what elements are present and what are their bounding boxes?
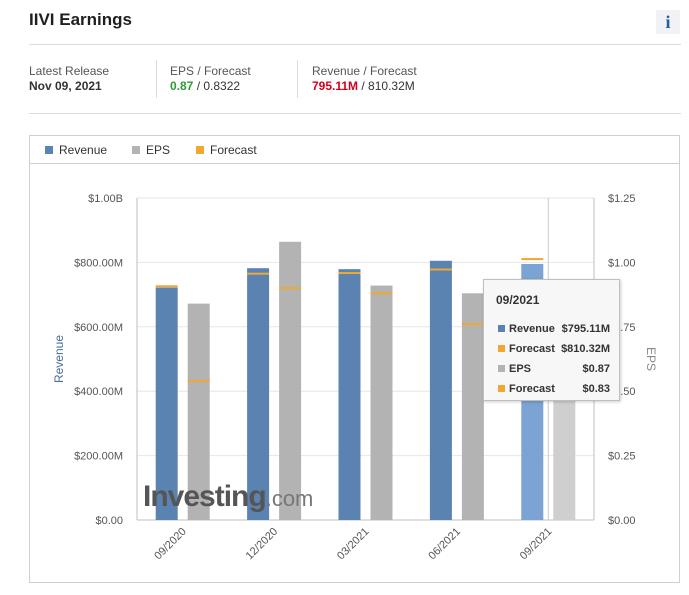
eps-bar <box>279 241 302 521</box>
revenue-label: Revenue / Forecast <box>312 64 417 78</box>
y-tick-label: $600.00M <box>74 322 123 334</box>
tooltip-title: 09/2021 <box>496 293 540 307</box>
revenue-actual: 795.11M <box>312 79 359 93</box>
stat-divider <box>156 60 157 98</box>
y-tick-label: $800.00M <box>74 257 123 269</box>
revenue-bar <box>247 268 270 520</box>
tooltip-swatch <box>498 385 505 392</box>
eps-forecast: / 0.8322 <box>193 79 241 93</box>
stat-divider <box>297 60 298 98</box>
revenue-forecast-marker <box>247 272 270 275</box>
latest-release-stat: Latest Release Nov 09, 2021 <box>29 64 109 93</box>
legend-swatch-eps <box>132 146 140 154</box>
y-tick-label: $200.00M <box>74 451 123 463</box>
x-tick-label: 06/2021 <box>426 526 463 563</box>
x-tick-label: 09/2021 <box>518 526 555 563</box>
revenue-bar <box>338 269 361 520</box>
y-tick-label: $1.00B <box>88 193 123 205</box>
tooltip-swatch <box>498 345 505 352</box>
eps-label: EPS / Forecast <box>170 64 251 78</box>
tooltip-row-value: $810.32M <box>561 343 610 355</box>
tooltip-row-label: Forecast <box>509 383 555 395</box>
tooltip-row-value: $0.83 <box>582 383 610 395</box>
eps-forecast-marker <box>461 323 484 326</box>
legend-label-revenue: Revenue <box>59 143 108 157</box>
watermark-suffix: .com <box>265 486 314 511</box>
revenue-forecast-marker <box>155 285 178 288</box>
latest-release-label: Latest Release <box>29 64 110 78</box>
revenue-values: 795.11M / 810.32M <box>312 79 417 93</box>
y-tick-label: $0.00 <box>95 515 123 527</box>
revenue-forecast-marker <box>338 272 361 275</box>
x-tick-label: 09/2020 <box>152 526 189 563</box>
x-tick-label: 12/2020 <box>244 526 281 563</box>
page-title: IIVI Earnings <box>29 10 132 29</box>
legend-item-eps[interactable]: EPS <box>132 143 170 157</box>
tooltip-row-value: $0.87 <box>582 363 610 375</box>
legend-label-eps: EPS <box>146 143 171 157</box>
revenue-stat: Revenue / Forecast 795.11M / 810.32M <box>312 64 417 93</box>
watermark-brand: Investing <box>143 480 267 513</box>
legend-swatch-revenue <box>45 146 53 154</box>
eps-forecast-marker <box>370 292 393 295</box>
eps-bar <box>187 303 210 520</box>
y2-tick-label: $1.00 <box>608 257 636 269</box>
revenue-forecast: / 810.32M <box>358 79 415 93</box>
tooltip-row-value: $795.11M <box>561 323 610 335</box>
tooltip-row: Revenue $795.11M <box>498 323 610 335</box>
eps-forecast-marker <box>187 379 210 382</box>
tooltip-row-label: EPS <box>509 363 532 375</box>
revenue-bar <box>429 260 452 520</box>
eps-stat: EPS / Forecast 0.87 / 0.8322 <box>170 64 251 93</box>
legend-item-revenue[interactable]: Revenue <box>45 143 107 157</box>
tooltip-row: Forecast $0.83 <box>498 383 610 395</box>
tooltip-swatch <box>498 325 505 332</box>
chart-tooltip: 09/2021 Revenue $795.11M Forecast $810.3… <box>483 279 620 401</box>
y-axis-title: Revenue <box>52 335 66 383</box>
info-icon[interactable]: i <box>656 10 680 34</box>
legend-swatch-forecast <box>196 146 204 154</box>
latest-release-value: Nov 09, 2021 <box>29 79 102 93</box>
chart-legend: Revenue EPS Forecast <box>30 136 679 164</box>
eps-bar <box>461 293 484 520</box>
investing-watermark: Investing.com <box>143 480 313 514</box>
eps-values: 0.87 / 0.8322 <box>170 79 251 93</box>
tooltip-row-label: Forecast <box>509 343 555 355</box>
revenue-forecast-marker <box>429 268 452 271</box>
x-tick-label: 03/2021 <box>335 526 372 563</box>
revenue-forecast-marker <box>521 258 544 261</box>
eps-actual: 0.87 <box>170 79 194 93</box>
legend-item-forecast[interactable]: Forecast <box>196 143 257 157</box>
y-tick-label: $400.00M <box>74 386 123 398</box>
chart-container: Revenue EPS Forecast <box>29 135 680 583</box>
eps-forecast-marker <box>279 287 302 290</box>
y2-axis-title: EPS <box>644 347 658 371</box>
y2-tick-label: $1.25 <box>608 193 636 205</box>
tooltip-row: Forecast $810.32M <box>498 343 610 355</box>
y2-tick-label: $0.25 <box>608 451 636 463</box>
revenue-bar <box>155 287 178 520</box>
tooltip-row-label: Revenue <box>509 323 555 335</box>
eps-bar <box>370 285 393 520</box>
y2-tick-label: $0.00 <box>608 515 636 527</box>
stats-divider <box>29 113 681 114</box>
header-divider <box>29 44 681 45</box>
legend-label-forecast: Forecast <box>210 143 257 157</box>
tooltip-row: EPS $0.87 <box>498 363 610 375</box>
tooltip-swatch <box>498 365 505 372</box>
